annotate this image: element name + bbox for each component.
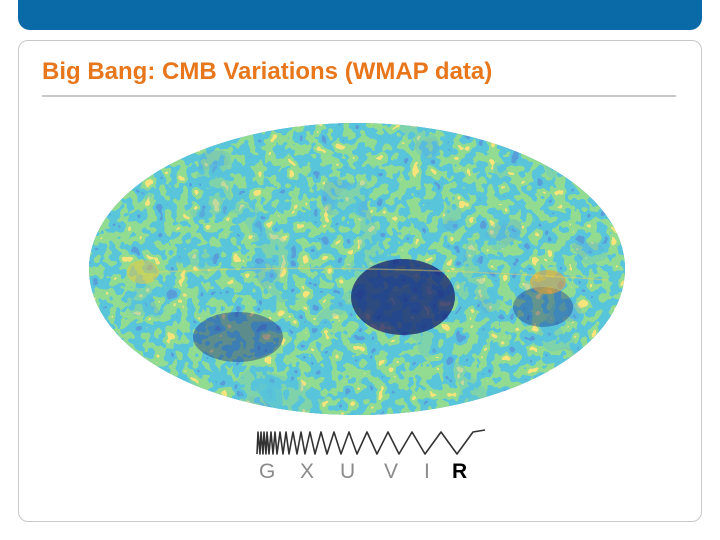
- slide-title: Big Bang: CMB Variations (WMAP data): [42, 58, 493, 85]
- title-divider: [42, 95, 676, 97]
- wavelength-squiggle-icon: [256, 429, 486, 455]
- slide-frame: [18, 40, 702, 522]
- cmb-sky-map: [89, 123, 625, 415]
- band-label-u: U: [340, 460, 356, 483]
- band-label-x: X: [300, 460, 315, 483]
- band-label-r: R: [452, 460, 468, 483]
- band-label-i: I: [424, 460, 430, 483]
- band-label-g: G: [259, 460, 276, 483]
- band-label-v: V: [384, 460, 399, 483]
- header-band: [18, 0, 702, 30]
